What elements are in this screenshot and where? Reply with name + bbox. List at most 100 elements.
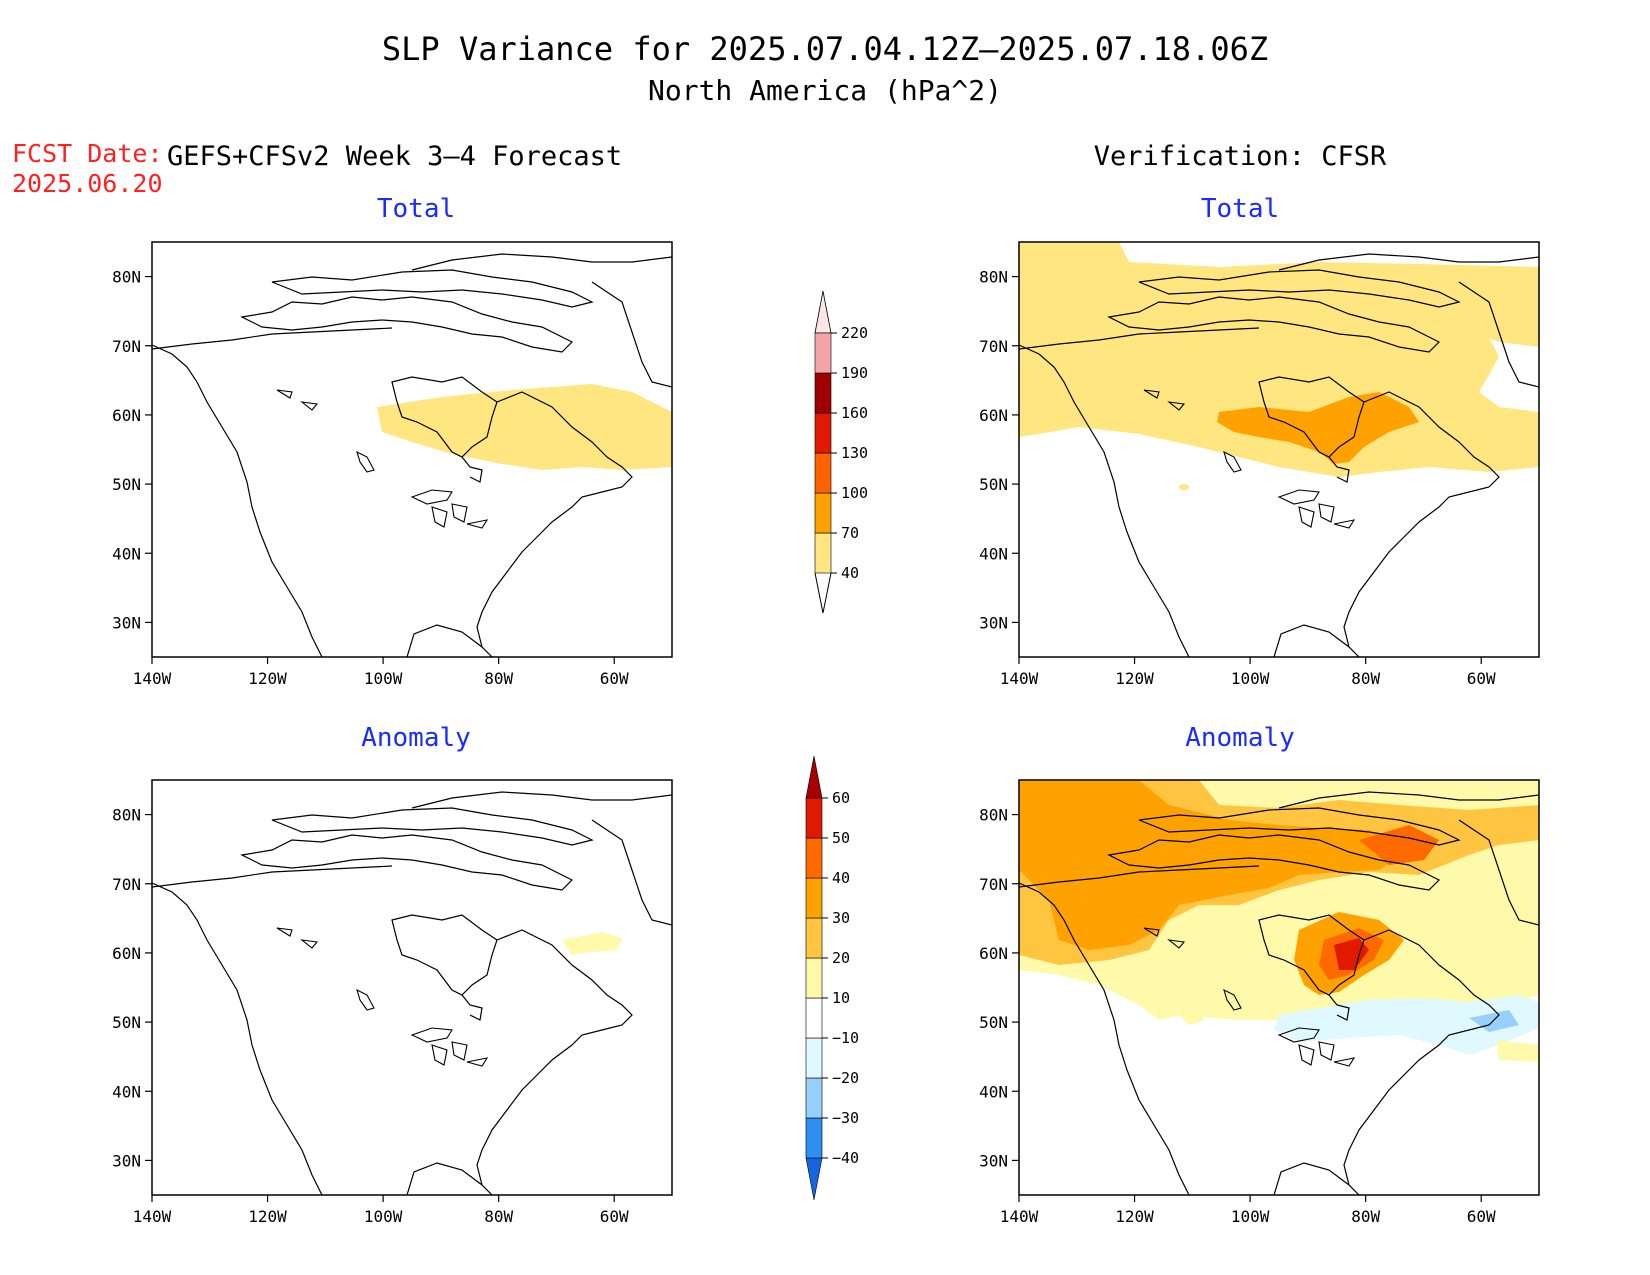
colorbar-level-label: 50 bbox=[832, 829, 850, 847]
colorbar-swatch bbox=[805, 917, 823, 959]
colorbar-level-label: 40 bbox=[841, 564, 859, 582]
colorbar-level-label: −20 bbox=[832, 1069, 859, 1087]
lat-tick-label: 80N bbox=[979, 806, 1008, 825]
colorbar-swatch bbox=[805, 1077, 823, 1119]
lat-tick-label: 40N bbox=[979, 1082, 1008, 1101]
colorbar-level-label: 60 bbox=[832, 789, 850, 807]
lat-tick-label: 40N bbox=[112, 544, 141, 563]
axis-ticks: 140W 120W 100W 80W 60W 80N 70N 60N 50N 40N 30N bbox=[979, 806, 1496, 1226]
lat-tick-label: 30N bbox=[979, 1151, 1008, 1170]
lon-tick-label: 100W bbox=[1231, 669, 1270, 688]
lat-tick-label: 30N bbox=[979, 613, 1008, 632]
panel-title-verif-anomaly: Anomaly bbox=[1185, 723, 1295, 753]
lat-tick-label: 60N bbox=[112, 944, 141, 963]
lat-tick-label: 40N bbox=[112, 1082, 141, 1101]
axis-ticks: 140W 120W 100W 80W 60W 80N 70N 60N 50N 40N 30N bbox=[979, 268, 1496, 688]
colorbar-swatch bbox=[814, 492, 832, 534]
figure-title-line1: SLP Variance for 2025.07.04.12Z—2025.07.… bbox=[382, 30, 1268, 68]
colorbar-swatch bbox=[814, 452, 832, 494]
colorbar-level-label: 100 bbox=[841, 484, 868, 502]
lon-tick-label: 80W bbox=[1351, 1207, 1380, 1226]
lon-tick-label: 100W bbox=[364, 669, 403, 688]
contour-anomaly-10 bbox=[562, 932, 622, 955]
lat-tick-label: 30N bbox=[112, 613, 141, 632]
lat-tick-label: 50N bbox=[112, 475, 141, 494]
lon-tick-label: 100W bbox=[1231, 1207, 1270, 1226]
lat-tick-label: 50N bbox=[979, 1013, 1008, 1032]
lat-tick-label: 50N bbox=[979, 475, 1008, 494]
colorbar-swatch bbox=[805, 837, 823, 879]
colorbar-total: 40 70 100 130 160 190 220 bbox=[814, 290, 868, 614]
contour-anomaly-30 bbox=[1019, 780, 1409, 950]
lat-tick-label: 70N bbox=[979, 337, 1008, 356]
colorbar-anomaly: −40 −30 −20 −10 10 20 30 40 50 60 bbox=[805, 755, 859, 1201]
fcst-date-label: FCST Date: bbox=[12, 139, 163, 168]
lon-tick-label: 140W bbox=[133, 1207, 172, 1226]
lat-tick-label: 70N bbox=[112, 875, 141, 894]
forecast-column-title: GEFS+CFSv2 Week 3—4 Forecast bbox=[167, 141, 622, 172]
lat-tick-label: 60N bbox=[979, 944, 1008, 963]
lon-tick-label: 120W bbox=[248, 1207, 287, 1226]
lon-tick-label: 60W bbox=[600, 1207, 629, 1226]
contour-total-40-band bbox=[1019, 322, 1539, 477]
contour-total-70 bbox=[1217, 392, 1419, 464]
lon-tick-label: 80W bbox=[484, 1207, 513, 1226]
lat-tick-label: 80N bbox=[979, 268, 1008, 287]
colorbar-level-label: −10 bbox=[832, 1029, 859, 1047]
lat-tick-label: 60N bbox=[112, 406, 141, 425]
contour-anomaly-neg10 bbox=[1274, 995, 1539, 1055]
lat-tick-label: 70N bbox=[979, 875, 1008, 894]
lon-tick-label: 120W bbox=[1115, 1207, 1154, 1226]
colorbar-level-label: 160 bbox=[841, 404, 868, 422]
colorbar-level-label: −30 bbox=[832, 1109, 859, 1127]
lon-tick-label: 140W bbox=[1000, 1207, 1039, 1226]
colorbar-level-label: −40 bbox=[832, 1149, 859, 1167]
colorbar-level-label: 30 bbox=[832, 909, 850, 927]
lat-tick-label: 30N bbox=[112, 1151, 141, 1170]
lat-tick-label: 50N bbox=[112, 1013, 141, 1032]
lat-tick-label: 80N bbox=[112, 806, 141, 825]
map-forecast-total: 140W 120W 100W 80W 60W 80N 70N 60N 50N 40N 30N bbox=[112, 241, 673, 688]
colorbar-swatch bbox=[814, 412, 832, 454]
colorbar-swatch bbox=[805, 797, 823, 839]
lon-tick-label: 60W bbox=[1467, 1207, 1496, 1226]
colorbar-level-label: 20 bbox=[832, 949, 850, 967]
panel-title-forecast-total: Total bbox=[377, 194, 455, 224]
figure-title-line2: North America (hPa^2) bbox=[648, 74, 1002, 107]
colorbar-swatch bbox=[805, 997, 823, 1039]
panel-title-verif-total: Total bbox=[1201, 194, 1279, 224]
lon-tick-label: 60W bbox=[600, 669, 629, 688]
map-verif-total: 140W 120W 100W 80W 60W 80N 70N 60N 50N 40N 30N bbox=[979, 241, 1540, 688]
lon-tick-label: 120W bbox=[1115, 669, 1154, 688]
axis-ticks: 140W 120W 100W 80W 60W 80N 70N 60N 50N 40N 30N bbox=[112, 806, 629, 1226]
contour-total-40 bbox=[377, 384, 672, 470]
fcst-date-value: 2025.06.20 bbox=[12, 169, 163, 198]
lon-tick-label: 60W bbox=[1467, 669, 1496, 688]
lat-tick-label: 60N bbox=[979, 406, 1008, 425]
panel-title-forecast-anomaly: Anomaly bbox=[361, 723, 471, 753]
colorbar-swatch bbox=[805, 957, 823, 999]
lon-tick-label: 100W bbox=[364, 1207, 403, 1226]
colorbar-level-label: 130 bbox=[841, 444, 868, 462]
colorbar-swatch bbox=[805, 1117, 823, 1159]
lon-tick-label: 80W bbox=[1351, 669, 1380, 688]
map-forecast-anomaly: 140W 120W 100W 80W 60W 80N 70N 60N 50N 40N 30N bbox=[112, 779, 673, 1226]
lon-tick-label: 140W bbox=[133, 669, 172, 688]
contour-anomaly-50 bbox=[1334, 938, 1369, 970]
colorbar-swatch bbox=[805, 1037, 823, 1079]
colorbar-swatch bbox=[814, 372, 832, 414]
colorbar-swatch bbox=[814, 332, 832, 374]
lon-tick-label: 140W bbox=[1000, 669, 1039, 688]
colorbar-swatch bbox=[805, 877, 823, 919]
colorbar-level-label: 10 bbox=[832, 989, 850, 1007]
lon-tick-label: 80W bbox=[484, 669, 513, 688]
lon-tick-label: 120W bbox=[248, 669, 287, 688]
lat-tick-label: 40N bbox=[979, 544, 1008, 563]
axis-ticks: 140W 120W 100W 80W 60W 80N 70N 60N 50N 40N 30N bbox=[112, 268, 629, 688]
verification-column-title: Verification: CFSR bbox=[1094, 141, 1387, 172]
colorbar-level-label: 190 bbox=[841, 364, 868, 382]
contour-total-40-north bbox=[1019, 242, 1539, 370]
colorbar-swatch bbox=[814, 532, 832, 574]
colorbar-level-label: 220 bbox=[841, 324, 868, 342]
